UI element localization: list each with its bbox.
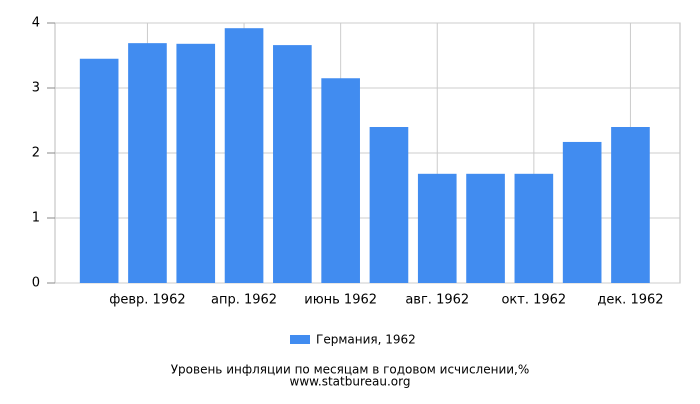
- x-tick-label: апр. 1962: [211, 293, 277, 308]
- chart-title: Уровень инфляции по месяцам в годовом ис…: [171, 363, 530, 377]
- legend-label: Германия, 1962: [316, 333, 416, 347]
- x-tick-label: дек. 1962: [597, 293, 663, 308]
- bar: [321, 78, 360, 283]
- bar: [417, 173, 457, 283]
- bar: [79, 58, 119, 283]
- chart-subtitle: www.statbureau.org: [290, 375, 411, 389]
- x-tick-label: авг. 1962: [405, 293, 469, 308]
- x-tick-label: июнь 1962: [304, 293, 377, 308]
- bar: [562, 141, 602, 283]
- x-tick-label: февр. 1962: [109, 293, 185, 308]
- y-tick-label: 0: [32, 276, 40, 291]
- bar: [611, 127, 650, 283]
- bar: [466, 173, 505, 283]
- bar: [176, 43, 216, 283]
- y-tick-label: 4: [32, 16, 40, 31]
- bar: [224, 28, 264, 284]
- bar: [273, 45, 312, 283]
- x-tick-label: окт. 1962: [501, 293, 566, 308]
- y-tick-label: 1: [32, 211, 40, 226]
- bar: [514, 173, 554, 283]
- bar: [128, 43, 167, 284]
- y-tick-label: 3: [32, 81, 40, 96]
- legend-swatch: [290, 335, 310, 344]
- bar: [369, 127, 409, 283]
- y-tick-label: 2: [32, 146, 40, 161]
